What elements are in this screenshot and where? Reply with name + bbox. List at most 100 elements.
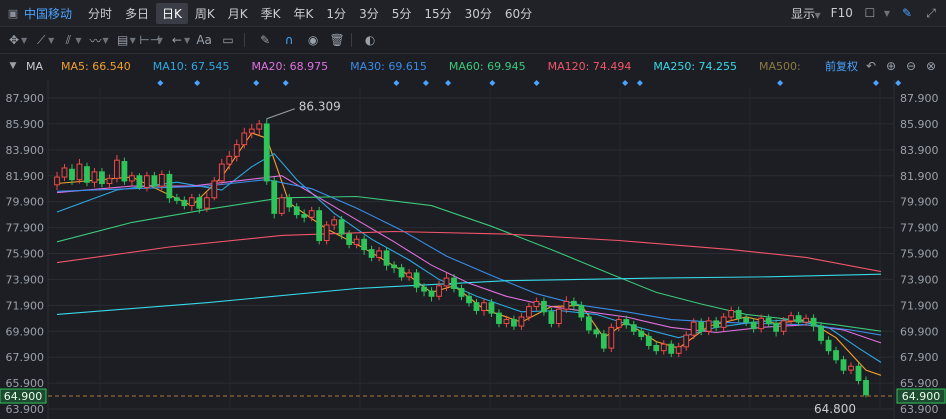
tab-timeframe[interactable]: 季K [260,6,281,21]
arrow-icon[interactable]: ← [171,33,182,47]
measure-icon[interactable]: ⊢⊣ [139,33,161,47]
magnet-icon[interactable]: ∩ [284,33,294,47]
candle-body [143,175,150,188]
timeframe-tabs: 分时 多日 日K 周K 月K 季K 年K 1分 3分 5分 15分 30分 60分 [82,2,539,24]
candle-body [803,317,809,323]
y-tick-label: 65.900 [6,377,45,390]
candle-body [293,206,300,216]
candle-body [99,171,105,185]
collapse-icon[interactable]: ▼ [9,61,17,71]
candle-body [818,325,824,341]
eye-icon[interactable]: ◉ [307,33,319,47]
wave-icon[interactable]: 〰 [89,33,102,48]
candle-body [233,144,240,157]
ma-value: MA500: [759,59,801,73]
adjust-mode[interactable]: 前复权 [825,60,858,73]
move-icon[interactable]: ✥ [8,33,20,47]
y-tick-label-right: 65.900 [900,377,939,390]
ma-items: MA5: 66.540 MA10: 67.545 MA20: 68.975 MA30:… [61,60,823,73]
note-icon[interactable]: ▭ [222,33,234,47]
zoom-out-icon[interactable]: ⊖ [905,59,917,73]
y-tick-label-right: 71.900 [900,299,939,312]
candle-body [54,176,60,186]
candle-body [735,310,742,319]
candle-body [720,316,727,328]
signal-marker-icon [533,80,540,86]
last-price-label-left: 64.900 [4,390,43,403]
tab-timeframe[interactable]: 年K [293,6,314,21]
close-icon[interactable]: ⊗ [925,59,937,73]
drawing-toolbar: ✥ ▼ ⟋ ▼ ⫽ ▼ 〰 ▼ ▤ ▼ ⊢⊣ ▼ ← ▼ Aa ▭ ✎ ∩ ◉ 🗑 ◐ [0,27,946,54]
tab-timeframe[interactable]: 周K [194,6,215,21]
plot-area [48,80,894,419]
pen-icon[interactable]: ✎ [260,33,271,47]
candle-body [578,304,585,318]
candle-body [166,173,173,199]
tab-timeframe[interactable]: 30分 [464,6,492,21]
tab-timeframe[interactable]: 日K [156,2,188,24]
max-price-label: 86.309 [299,100,341,114]
tab-timeframe[interactable]: 3分 [359,6,379,21]
tab-timeframe[interactable]: 月K [227,6,248,21]
signal-marker-icon [157,80,164,86]
tab-timeframe[interactable]: 5分 [391,6,412,21]
candle-body [271,180,278,214]
signal-marker-icon [422,80,429,86]
ma-value: MA250: 74.255 [653,59,738,73]
candle-body [406,272,412,278]
tab-timeframe[interactable]: 1分 [326,6,347,21]
y-tick-label-right: 67.900 [900,351,939,364]
candle-body [615,319,622,328]
f10-button[interactable]: F10 [830,6,853,20]
candle-body [421,286,427,292]
signal-marker-icon [194,80,201,86]
candle-body [376,250,383,258]
pin-icon[interactable]: ▣ [7,6,19,20]
ma-value: MA10: 67.545 [152,59,230,73]
display-dropdown[interactable]: 显示 ▼ [791,5,821,22]
y-tick-label: 87.900 [6,92,45,105]
signal-marker-icon [622,80,629,86]
top-bar: ▣ 中国移动 分时 多日 日K 周K 月K 季K 年K 1分 3分 5分 15分 30分 60分 显示 … [0,0,946,27]
last-price-label-right: 64.900 [902,390,941,403]
expand-icon[interactable]: ⤢ [926,5,936,20]
tab-timeframe[interactable]: 多日 [125,6,150,21]
tab-timeframe[interactable]: 15分 [424,6,452,21]
candle-body [106,177,113,185]
candle-body [750,321,757,330]
fib-icon[interactable]: ▤ [116,33,129,47]
zoom-in-icon[interactable]: ⊕ [885,59,897,73]
candle-body [203,197,210,209]
stock-name[interactable]: 中国移动 [24,6,73,21]
toggle-icon[interactable]: ◐ [364,33,376,47]
ma-line-ma250 [56,273,882,315]
candle-body [323,224,330,242]
undo-icon[interactable]: ↶ [865,59,877,73]
candle-body [346,233,353,245]
line-icon[interactable]: ⟋ [36,32,46,47]
last-price-tag-right [896,388,946,404]
tab-timeframe[interactable]: 分时 [88,6,113,21]
text-icon[interactable]: Aa [196,33,212,47]
candle-body [121,160,128,182]
channel-icon[interactable]: ⫽ [65,32,71,47]
candle-body [690,321,697,336]
divider [351,33,353,47]
chevron-down-icon: ▼ [102,35,109,45]
trash-icon[interactable]: 🗑 [329,33,345,47]
candle-body [660,343,667,352]
pen-icon[interactable]: ✎ [901,6,913,20]
y-tick-label-right: 73.900 [900,273,939,286]
candle-body [263,123,270,182]
candle-body [548,311,555,324]
checkbox-icon[interactable]: ☐ [864,6,876,20]
candle-body [451,277,457,289]
candle-body [158,173,165,187]
candle-body [428,290,435,297]
candle-body [248,128,255,134]
y-tick-label-right: 85.900 [900,118,939,131]
candle-body [129,175,135,182]
tab-timeframe[interactable]: 60分 [504,6,533,21]
candle-body [286,197,293,208]
